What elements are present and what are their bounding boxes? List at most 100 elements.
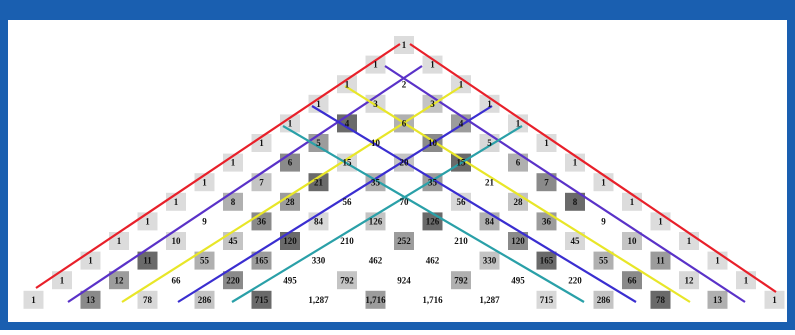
cell: [707, 290, 728, 309]
cell: [365, 290, 386, 309]
cell: [593, 251, 614, 270]
number: 4: [345, 118, 350, 128]
cell: [251, 173, 272, 192]
cell: [308, 251, 329, 270]
number: 84: [314, 216, 324, 226]
cell: [137, 290, 158, 309]
cell: [23, 290, 44, 309]
number: 792: [454, 275, 468, 285]
cell: [394, 192, 414, 211]
number: 1: [430, 60, 435, 70]
number: 15: [457, 158, 467, 168]
number: 1: [459, 79, 464, 89]
number: 3: [373, 99, 378, 109]
number: 1: [88, 256, 93, 266]
number: 2: [402, 79, 407, 89]
cell: [479, 94, 500, 113]
number: 1: [516, 118, 521, 128]
yellow-line: [344, 85, 691, 303]
cell: [394, 271, 414, 290]
number: 1: [373, 60, 378, 70]
number: 55: [599, 256, 609, 266]
number: 66: [628, 275, 638, 285]
number: 36: [542, 216, 552, 226]
cells: [23, 36, 785, 309]
cell: [251, 251, 272, 270]
number: 1: [145, 216, 150, 226]
number: 1: [202, 177, 207, 187]
number: 5: [487, 138, 492, 148]
cell: [308, 94, 329, 113]
number: 210: [340, 236, 354, 246]
number: 1,716: [422, 295, 443, 305]
number: 1: [744, 275, 749, 285]
number: 495: [283, 275, 297, 285]
cell: [508, 153, 528, 172]
number: 924: [397, 275, 411, 285]
number: 3: [430, 99, 435, 109]
number: 252: [397, 236, 411, 246]
teal-line: [282, 125, 585, 303]
blue-line: [177, 105, 493, 303]
blue-line: [67, 65, 423, 303]
number: 1: [715, 256, 720, 266]
number: 5: [316, 138, 321, 148]
cell: [593, 212, 614, 231]
number: 55: [200, 256, 210, 266]
number: 220: [226, 275, 240, 285]
cell: [166, 271, 186, 290]
number: 1,287: [479, 295, 500, 305]
teal-line: [231, 125, 523, 303]
cell: [479, 251, 500, 270]
number: 78: [656, 295, 666, 305]
cell: [536, 173, 557, 192]
number: 9: [601, 216, 606, 226]
cell: [508, 271, 528, 290]
cell: [565, 232, 585, 250]
red-line: [409, 43, 777, 293]
cell: [451, 192, 471, 211]
number: 715: [255, 295, 269, 305]
cell: [451, 271, 471, 290]
number: 15: [343, 158, 353, 168]
number: 13: [713, 295, 723, 305]
number: 1: [658, 216, 663, 226]
number: 21: [485, 177, 495, 187]
cell: [251, 134, 272, 152]
number: 715: [540, 295, 554, 305]
cell: [394, 232, 414, 250]
yellow-line: [121, 85, 463, 303]
number: 495: [511, 275, 525, 285]
cell: [565, 192, 585, 211]
number: 6: [402, 118, 407, 128]
number: 11: [656, 256, 665, 266]
cell: [422, 251, 443, 270]
cell: [508, 114, 528, 133]
number: 1,287: [308, 295, 329, 305]
number: 10: [628, 236, 638, 246]
cell: [508, 232, 528, 250]
cell: [394, 36, 414, 54]
cell: [650, 290, 671, 309]
number: 330: [483, 256, 497, 266]
cell: [622, 271, 642, 290]
cell: [536, 134, 557, 152]
cell: [251, 290, 272, 309]
number: 286: [597, 295, 611, 305]
number: 13: [86, 295, 96, 305]
cell: [365, 55, 386, 74]
cell: [194, 212, 215, 231]
number: 165: [255, 256, 269, 266]
number: 1: [601, 177, 606, 187]
cell: [194, 290, 215, 309]
number: 21: [314, 177, 324, 187]
number: 462: [426, 256, 440, 266]
blue-line: [311, 105, 637, 303]
number: 78: [143, 295, 153, 305]
cell: [337, 192, 357, 211]
number: 28: [286, 197, 296, 207]
cell: [194, 251, 215, 270]
cell: [679, 271, 699, 290]
cell: [109, 271, 129, 290]
